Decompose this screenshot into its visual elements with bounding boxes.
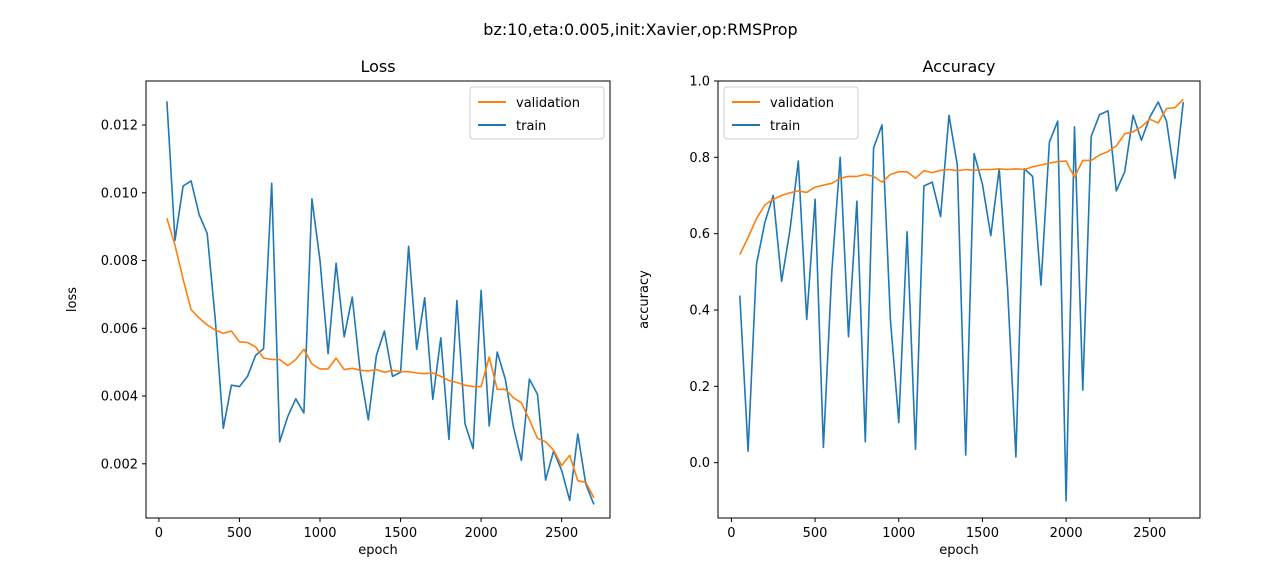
chart1-ytick-label: 1.0 (689, 75, 710, 90)
chart0-xtick-label: 1500 (384, 526, 417, 541)
chart0-xtick-label: 2500 (545, 526, 578, 541)
figure-suptitle: bz:10,eta:0.005,init:Xavier,op:RMSProp (483, 20, 798, 39)
chart0-series-train-line (166, 101, 595, 505)
chart0-axes-frame (145, 80, 611, 519)
chart0-title: Loss (360, 57, 395, 76)
chart0-xtick-label: 2000 (465, 526, 498, 541)
chart1-xtick-label: 500 (803, 526, 828, 541)
chart1-xtick-label: 2500 (1133, 526, 1166, 541)
chart0-legend-label-validation: validation (516, 96, 580, 111)
chart1-xlabel: epoch (939, 543, 979, 558)
chart1-xtick-label: 0 (727, 526, 735, 541)
chart1-ytick-label: 0.6 (689, 227, 710, 242)
chart1-xtick-label: 1500 (966, 526, 999, 541)
chart1-legend-label-validation: validation (770, 96, 834, 111)
chart1-ytick-label: 0.4 (689, 303, 710, 318)
chart0-ytick-label: 0.012 (101, 119, 138, 134)
loss-chart: 0 500 1000 1500 2000 2500 0.002 0.004 0.006 0.008… (65, 57, 611, 558)
chart0-legend-label-train: train (516, 119, 546, 134)
chart1-axes-frame (717, 80, 1201, 519)
chart0-xlabel: epoch (358, 543, 398, 558)
chart0-xtick-label: 500 (227, 526, 252, 541)
chart0-series-validation-line (166, 217, 595, 499)
chart0-ylabel: loss (65, 287, 80, 312)
chart1-xtick-label: 1000 (882, 526, 915, 541)
chart0-xtick-label: 0 (155, 526, 163, 541)
chart1-ytick-label: 0.8 (689, 151, 710, 166)
chart0-ytick-label: 0.004 (101, 390, 138, 405)
chart0-ytick-label: 0.010 (101, 186, 138, 201)
chart0-ytick-label: 0.002 (101, 457, 138, 472)
chart1-xtick-label: 2000 (1050, 526, 1083, 541)
chart1-ylabel: accuracy (637, 270, 652, 329)
chart1-ytick-label: 0.0 (689, 456, 710, 471)
chart1-series-validation-line (739, 98, 1184, 256)
chart0-ytick-label: 0.006 (101, 322, 138, 337)
chart1-series-train-line (739, 101, 1185, 502)
chart1-legend-label-train: train (770, 119, 800, 134)
chart1-ytick-label: 0.2 (689, 380, 710, 395)
chart0-ytick-label: 0.008 (101, 254, 138, 269)
accuracy-chart: 0 500 1000 1500 2000 2500 0.0 0.2 0.4 0.6 0.8 1.0 Ac… (637, 57, 1201, 558)
chart1-title: Accuracy (922, 57, 995, 76)
chart0-xtick-label: 1000 (303, 526, 336, 541)
